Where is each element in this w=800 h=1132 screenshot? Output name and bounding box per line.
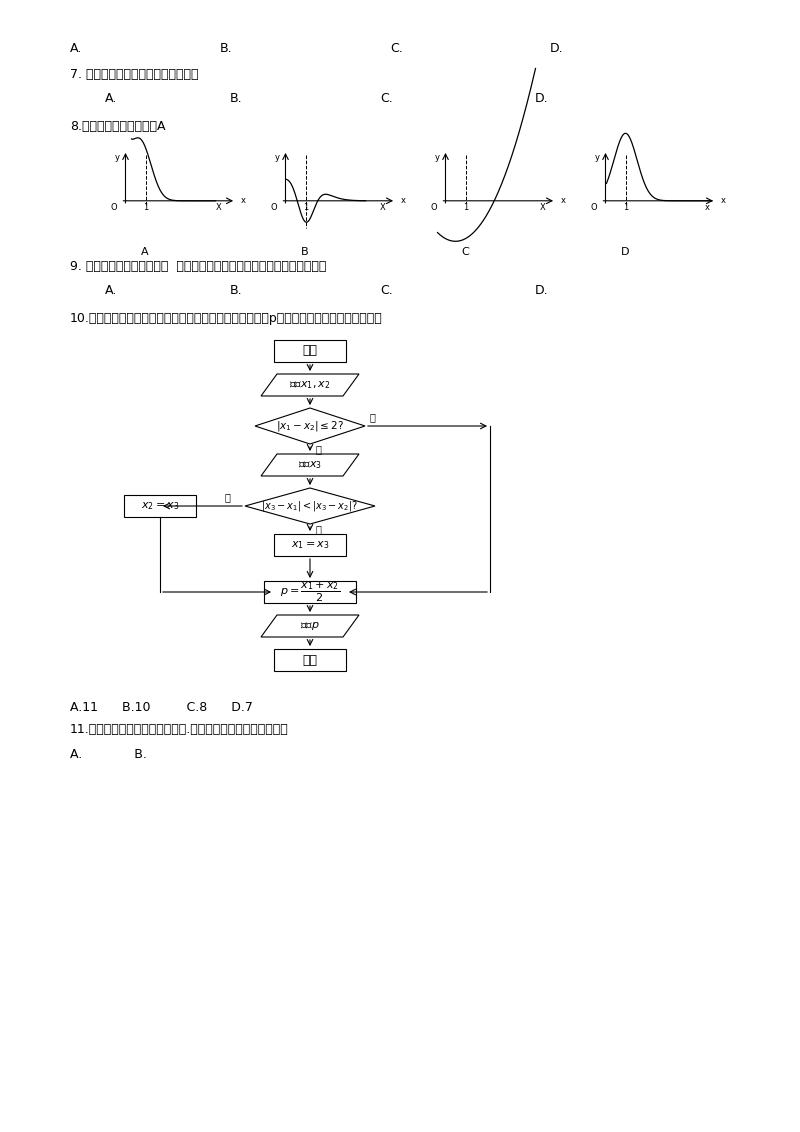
Text: 否: 否 — [316, 444, 322, 454]
Text: 8.已知函数的图象大致为A: 8.已知函数的图象大致为A — [70, 120, 166, 132]
Text: D: D — [621, 247, 630, 257]
Text: y: y — [115, 153, 120, 162]
Text: B.: B. — [230, 284, 242, 297]
FancyBboxPatch shape — [274, 340, 346, 362]
Polygon shape — [255, 408, 365, 444]
Text: O: O — [111, 203, 118, 212]
Text: 1: 1 — [623, 203, 628, 212]
Text: $p=\dfrac{x_1+x_2}{2}$: $p=\dfrac{x_1+x_2}{2}$ — [280, 580, 340, 604]
Polygon shape — [261, 454, 359, 475]
Text: A: A — [141, 247, 149, 257]
Text: 9. 若将函数的图象向左平移  个单位，所得图象关于原点对称，则最小时，: 9. 若将函数的图象向左平移 个单位，所得图象关于原点对称，则最小时， — [70, 260, 326, 273]
Text: x: x — [401, 196, 406, 205]
Text: X: X — [540, 203, 546, 212]
Text: A.: A. — [105, 284, 118, 297]
Text: 结束: 结束 — [302, 653, 318, 667]
Text: C.: C. — [380, 92, 393, 105]
Polygon shape — [261, 374, 359, 396]
FancyBboxPatch shape — [264, 581, 356, 603]
Text: A.: A. — [105, 92, 118, 105]
Text: 7. 若直线是曲线的一条切线，则实数: 7. 若直线是曲线的一条切线，则实数 — [70, 68, 198, 82]
Text: B.: B. — [230, 92, 242, 105]
Text: 10.如图，为某次考试三个评阅人对同一道题的独立评分，p为该题的最终得分，当时，等于: 10.如图，为某次考试三个评阅人对同一道题的独立评分，p为该题的最终得分，当时，… — [70, 312, 382, 325]
Text: $|x_3-x_1|<|x_3-x_2|?$: $|x_3-x_1|<|x_3-x_2|?$ — [262, 499, 358, 513]
Text: D.: D. — [535, 92, 549, 105]
Text: x: x — [721, 196, 726, 205]
Text: y: y — [275, 153, 280, 162]
Text: B: B — [301, 247, 309, 257]
Text: 1: 1 — [463, 203, 468, 212]
Text: A.: A. — [70, 42, 82, 55]
Text: 1: 1 — [143, 203, 148, 212]
FancyBboxPatch shape — [274, 649, 346, 671]
Text: X: X — [216, 203, 222, 212]
Text: A.             B.: A. B. — [70, 748, 147, 761]
Text: O: O — [591, 203, 598, 212]
Text: 11.已知三棱锥中，平面，且，，.则该三棱锥的外接球的体积为: 11.已知三棱锥中，平面，且，，.则该三棱锥的外接球的体积为 — [70, 723, 289, 736]
Text: x: x — [241, 196, 246, 205]
Text: 是: 是 — [370, 412, 376, 422]
Text: X: X — [380, 203, 386, 212]
Text: C.: C. — [380, 284, 393, 297]
Text: B.: B. — [220, 42, 233, 55]
Text: 否: 否 — [316, 524, 322, 534]
Text: 输入$x_3$: 输入$x_3$ — [298, 460, 322, 471]
Text: D.: D. — [550, 42, 564, 55]
Text: x: x — [704, 203, 710, 212]
Text: 开始: 开始 — [302, 344, 318, 358]
Text: $x_1=x_3$: $x_1=x_3$ — [290, 539, 330, 551]
Text: O: O — [431, 203, 438, 212]
Text: $x_2=x_3$: $x_2=x_3$ — [141, 500, 179, 512]
Text: A.11      B.10         C.8      D.7: A.11 B.10 C.8 D.7 — [70, 701, 253, 714]
Text: y: y — [435, 153, 440, 162]
Text: 1: 1 — [303, 203, 308, 212]
Text: 是: 是 — [225, 492, 231, 501]
Text: O: O — [271, 203, 278, 212]
Text: x: x — [561, 196, 566, 205]
Text: D.: D. — [535, 284, 549, 297]
Text: C.: C. — [390, 42, 402, 55]
FancyBboxPatch shape — [274, 534, 346, 556]
Text: C: C — [461, 247, 469, 257]
Polygon shape — [245, 488, 375, 524]
Text: y: y — [595, 153, 600, 162]
Polygon shape — [261, 615, 359, 637]
Text: $|x_1-x_2|\leq 2?$: $|x_1-x_2|\leq 2?$ — [276, 419, 344, 434]
FancyBboxPatch shape — [124, 495, 196, 517]
Text: 输入$x_1, x_2$: 输入$x_1, x_2$ — [289, 379, 331, 391]
Text: 输出$p$: 输出$p$ — [300, 620, 320, 632]
